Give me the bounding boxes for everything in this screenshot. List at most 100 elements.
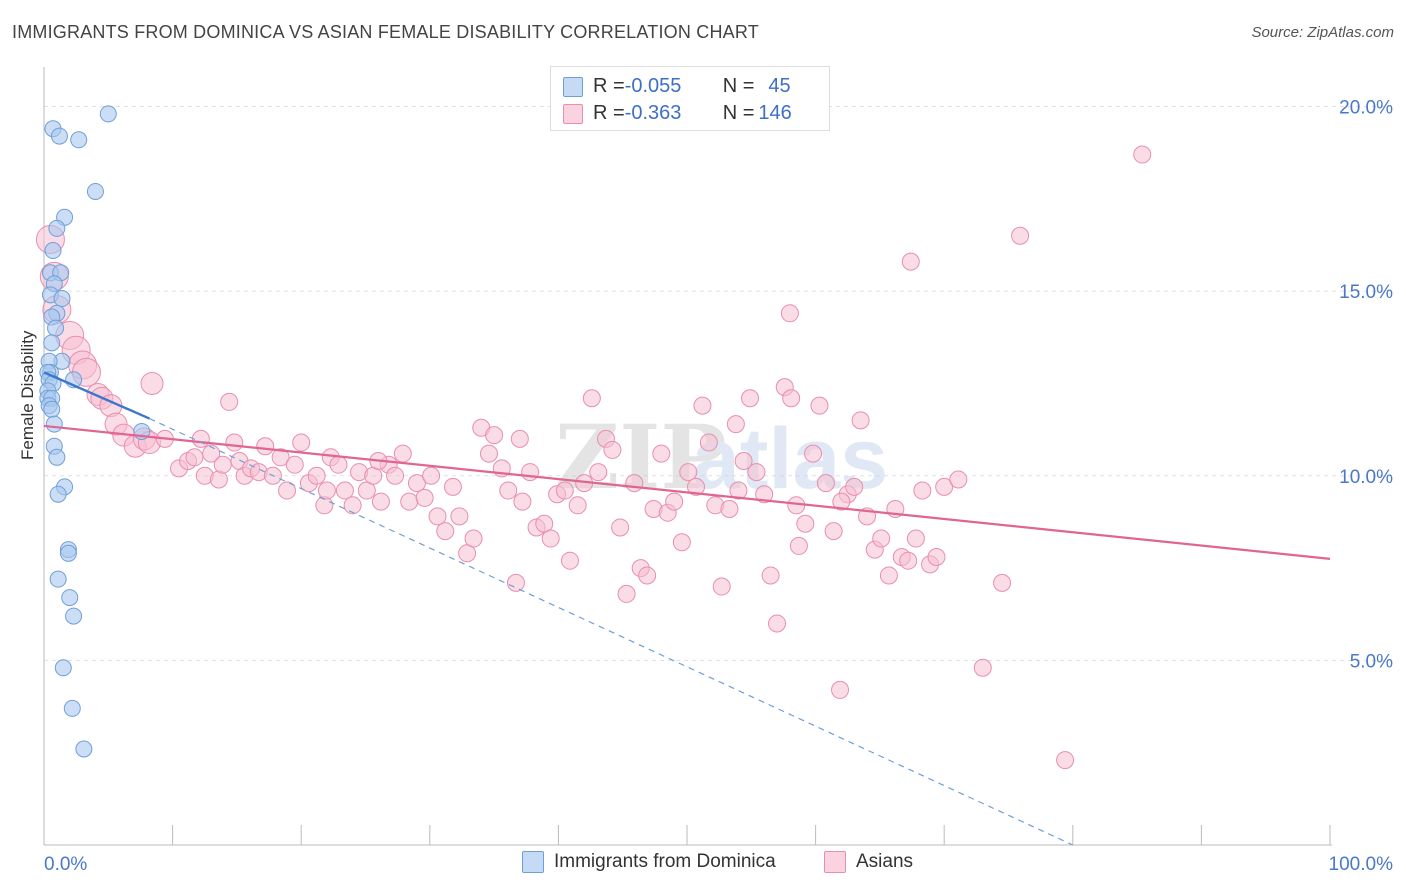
asians-point (1133, 145, 1152, 164)
asians-points (35, 145, 1152, 770)
asians-point (464, 529, 483, 548)
bottom-swatch-pink (824, 851, 846, 873)
legend-n-label: N = (722, 102, 755, 125)
dominica-trend-line (43, 371, 150, 420)
asians-point (699, 433, 718, 452)
asians-point (343, 496, 362, 515)
y-tick-label: 20.0% (1339, 98, 1393, 119)
dominica-point (99, 105, 117, 123)
dominica-point (70, 131, 88, 149)
asians-point (913, 481, 932, 500)
asians-point (407, 474, 426, 493)
asians-point (1056, 751, 1075, 770)
asians-point (140, 371, 164, 395)
asians-point (422, 466, 441, 485)
asians-point (479, 444, 498, 463)
asians-point (513, 492, 532, 511)
asians-point (901, 252, 920, 271)
trend-lines (43, 371, 1331, 846)
asians-point (499, 481, 518, 500)
asians-point (665, 492, 684, 511)
x-tick-label: 100.0% (1329, 854, 1394, 875)
asians-point (400, 492, 419, 511)
legend-swatch-blue (563, 76, 583, 97)
x-tick-label: 0.0% (44, 854, 87, 875)
legend-row-asians: R = -0.363 N = 146 (563, 102, 792, 126)
asians-point (741, 389, 760, 408)
asians-point (506, 573, 525, 592)
asians-point (810, 396, 829, 415)
asians-point (1011, 226, 1030, 245)
bottom-legend-label: Immigrants from Dominica (554, 851, 776, 872)
asians-point (256, 437, 275, 456)
legend-r-value: -0.363 (624, 102, 682, 125)
tick-labels: 5.0% 10.0% 15.0% 20.0% 0.0% 100.0% (44, 98, 1393, 875)
asians-point (845, 477, 864, 496)
y-tick-label: 10.0% (1339, 467, 1393, 488)
legend-r-label: R = (593, 102, 625, 125)
legend-r-value: -0.055 (624, 75, 682, 98)
legend-n-value: 146 (758, 102, 792, 125)
asians-point (832, 492, 851, 511)
legend-row-dominica: R = -0.055 N = 45 (563, 75, 791, 99)
asians-point (824, 522, 843, 541)
asians-point (371, 492, 390, 511)
dominica-point (86, 182, 104, 200)
asians-point (734, 452, 753, 470)
asians-point (225, 433, 244, 452)
asians-point (209, 470, 228, 489)
dominica-point (53, 290, 71, 308)
asians-point (796, 514, 815, 533)
asians-point (831, 680, 850, 699)
asians-point (761, 566, 780, 585)
dominica-point (43, 400, 61, 418)
asians-point (611, 518, 630, 537)
asians-point (510, 429, 529, 448)
asians-point (213, 455, 232, 474)
asians-point (271, 448, 290, 467)
asians-point (789, 536, 808, 555)
dominica-point (54, 659, 72, 677)
asians-point (589, 463, 608, 482)
asians-point (202, 444, 221, 463)
asians-point (278, 481, 297, 500)
asians-point (687, 477, 706, 496)
y-tick-label: 15.0% (1339, 282, 1393, 303)
legend-swatch-pink (563, 103, 583, 124)
asians-point (329, 455, 348, 474)
asians-point (949, 470, 968, 489)
asians-point (899, 551, 918, 570)
dominica-point (48, 219, 66, 237)
asians-point (292, 433, 311, 452)
asians-point (693, 396, 712, 415)
dominica-point (63, 699, 81, 717)
asians-point (872, 529, 891, 548)
asians-point (726, 415, 745, 434)
asians-point (436, 522, 455, 541)
dominica-point (48, 448, 66, 466)
asians-point (679, 463, 698, 482)
asians-point (672, 533, 691, 552)
asians-point (521, 463, 540, 482)
asians-point (185, 448, 204, 467)
asians-point (851, 411, 870, 430)
asians-point (755, 485, 774, 504)
asians-point (393, 444, 412, 463)
dominica-point (61, 589, 79, 607)
asians-point (747, 463, 766, 482)
dominica-points (39, 105, 151, 758)
asians-point (782, 389, 801, 408)
asians-point (935, 477, 954, 496)
dominica-point (49, 570, 67, 588)
asians-point (428, 507, 447, 526)
source-label: Source: ZipAtlas.com (1251, 24, 1394, 41)
asians-point (625, 474, 644, 493)
dominica-point (75, 740, 93, 758)
asians-point (220, 392, 239, 411)
chart-title: IMMIGRANTS FROM DOMINICA VS ASIAN FEMALE… (12, 22, 759, 42)
dominica-point (43, 334, 61, 352)
asians-point (443, 477, 462, 496)
asians-point (560, 551, 579, 570)
dominica-point (65, 607, 83, 625)
